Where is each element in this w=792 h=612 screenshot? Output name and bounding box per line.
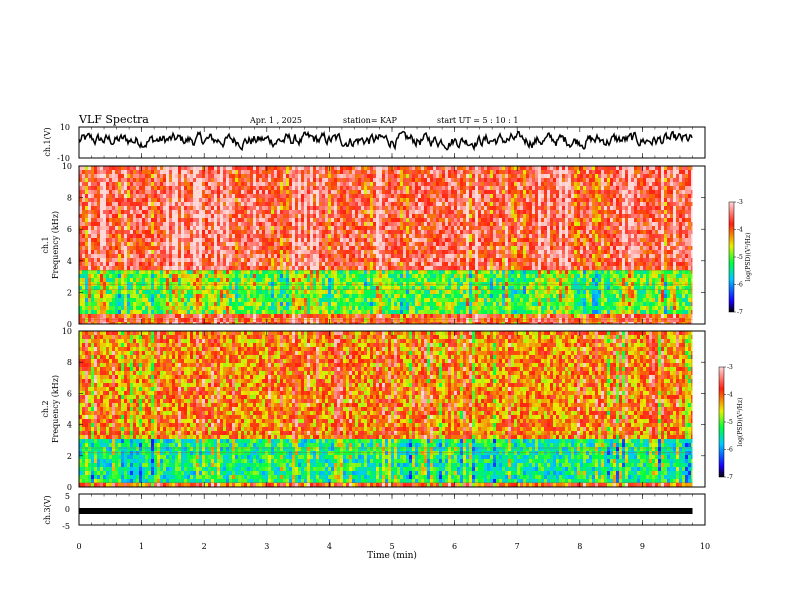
ch2-colorbar-tick--6: -6 [727,447,733,454]
ch2-spectrogram-panel: 0 2 4 6 8 10 ch.2 Frequency (kHz) [41,327,706,492]
ch2-spectrogram-ytick-6: 6 [67,389,72,398]
ch1-spectrogram-ytick-0: 0 [67,320,72,329]
ch1-ytick-top: 10 [60,123,70,132]
ch2-colorbar-tick--5: -5 [727,419,733,426]
ch1-colorbar-label: log(PSD)(V²/Hz) [745,233,752,282]
ch1-ytick-bottom: -10 [57,154,70,163]
ch1-spectrogram-ytick-8: 8 [67,194,72,203]
ch2-colorbar: -3 -4 -5 -6 -7 log(PSD)(V²/Hz) [718,364,744,481]
x-tick-label-8: 8 [577,542,582,551]
ch3-panel: 5 0 -5 ch.3(V) [43,492,706,531]
ch2-spectrogram-ytick-2: 2 [67,452,72,461]
ch1-spectrogram-ylabel-channel: ch.1 [41,236,50,253]
ch1-colorbar-tick--4: -4 [737,227,743,234]
ch3-ylabel: ch.3(V) [43,495,52,524]
ch1-spectrogram-panel: 0 2 4 6 8 10 ch.1 Frequency (kHz) [41,162,706,329]
ch1-colorbar-tick--6: -6 [737,282,743,289]
ch1-colorbar-tick--5: -5 [737,254,743,261]
ch3-ytick-bottom: -5 [62,522,70,531]
x-tick-label-2: 2 [202,542,207,551]
ch2-colorbar-tick--4: -4 [727,392,733,399]
ch1-colorbar: -3 -4 -5 -6 -7 log(PSD)(V²/Hz) [728,199,752,316]
ch1-spectrogram-ytick-10: 10 [62,162,72,171]
figure-title: VLF Spectra [78,113,149,126]
x-tick-label-4: 4 [327,542,332,551]
ch1-spectrogram-ytick-2: 2 [67,288,72,297]
ch1-colorbar-tick--3: -3 [737,199,743,206]
ch2-spectrogram-image [79,331,705,487]
ch2-colorbar-tick--3: -3 [727,364,733,371]
x-tick-label-6: 6 [452,542,457,551]
ch2-colorbar-tick--7: -7 [727,474,733,481]
ch2-spectrogram-ylabel-channel: ch.2 [41,400,50,417]
ch2-spectrogram-ytick-8: 8 [67,358,72,367]
ch2-spectrogram-ytick-10: 10 [62,327,72,336]
ch1-waveform-ylabel: ch.1(V) [43,127,52,156]
x-tick-label-5: 5 [389,542,394,551]
x-axis-label: Time (min) [367,550,417,561]
ch3-ytick-mid: 0 [65,505,70,514]
x-tick-label-9: 9 [640,542,645,551]
ch1-spectrogram-image [79,166,705,324]
ch2-spectrogram-ytick-0: 0 [67,483,72,492]
ch3-signal-line [79,508,693,514]
ch1-spectrogram-ytick-6: 6 [67,225,72,234]
ch2-colorbar-label: log(PSD)(V²/Hz) [737,398,744,447]
header-start-time: start UT = 5 : 10 : 1 [437,116,518,125]
ch1-spectrogram-ytick-4: 4 [67,257,72,266]
ch1-colorbar-tick--7: -7 [737,309,743,316]
ch2-spectrogram-ytick-4: 4 [67,421,72,430]
x-tick-label-3: 3 [264,542,269,551]
ch1-spectrogram-ylabel-freq: Frequency (kHz) [51,211,60,279]
ch2-colorbar-gradient [718,366,725,478]
header-station: station= KAP [343,116,398,125]
ch1-colorbar-gradient [728,201,735,313]
ch1-waveform-line [78,130,693,152]
x-tick-label-7: 7 [515,542,520,551]
ch2-spectrogram-ylabel-freq: Frequency (kHz) [51,375,60,443]
x-tick-label-0: 0 [76,542,81,551]
x-axis-ticks: 0 1 2 3 4 5 6 7 8 9 10 [76,127,710,551]
x-tick-label-1: 1 [139,542,144,551]
x-tick-label-10: 10 [700,542,710,551]
ch3-ytick-top: 5 [65,492,70,501]
header-date: Apr. 1 , 2025 [249,116,302,125]
ch1-waveform-panel: 10 -10 ch.1(V) [43,123,706,163]
